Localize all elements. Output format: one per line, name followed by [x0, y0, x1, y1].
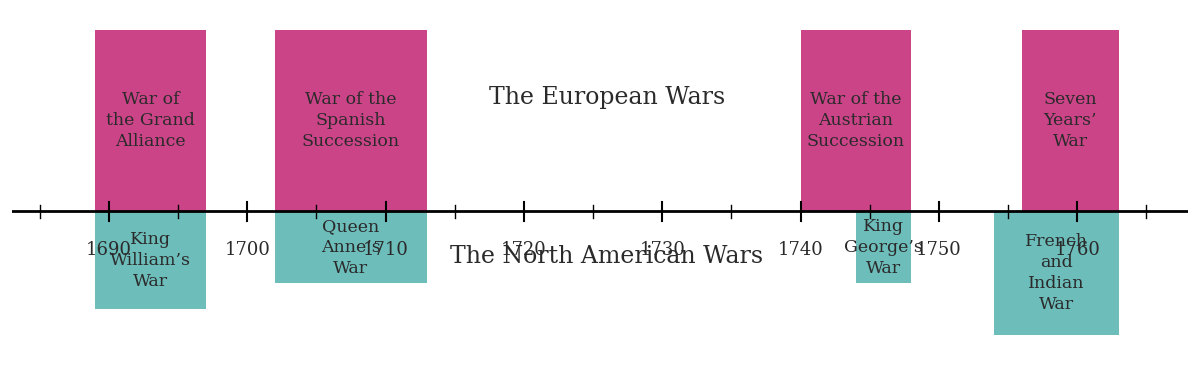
Text: The North American Wars: The North American Wars [450, 246, 763, 268]
Text: 1760: 1760 [1055, 241, 1100, 259]
Bar [275, 30, 427, 211]
Bar [856, 211, 911, 283]
Text: War of
the Grand
Alliance: War of the Grand Alliance [106, 91, 194, 150]
Bar [1022, 30, 1118, 211]
Text: 1750: 1750 [916, 241, 962, 259]
Text: King
George’s
War: King George’s War [844, 218, 923, 276]
Text: 1720: 1720 [502, 241, 547, 259]
Bar [800, 30, 911, 211]
Text: 1740: 1740 [778, 241, 823, 259]
Text: King
William’s
War: King William’s War [110, 231, 191, 289]
Text: French
and
Indian
War: French and Indian War [1025, 233, 1088, 313]
Text: Queen
Anne’s
War: Queen Anne’s War [322, 218, 380, 276]
Bar [95, 211, 205, 309]
Bar [95, 30, 205, 211]
Text: 1690: 1690 [86, 241, 132, 259]
Bar [995, 211, 1118, 335]
Bar [275, 211, 427, 283]
Text: War of the
Austrian
Succession: War of the Austrian Succession [806, 91, 905, 150]
Text: War of the
Spanish
Succession: War of the Spanish Succession [302, 91, 400, 150]
Text: 1730: 1730 [640, 241, 685, 259]
Text: 1700: 1700 [224, 241, 270, 259]
Text: 1710: 1710 [362, 241, 408, 259]
Text: Seven
Years’
War: Seven Years’ War [1044, 91, 1097, 150]
Text: The European Wars: The European Wars [488, 86, 725, 109]
